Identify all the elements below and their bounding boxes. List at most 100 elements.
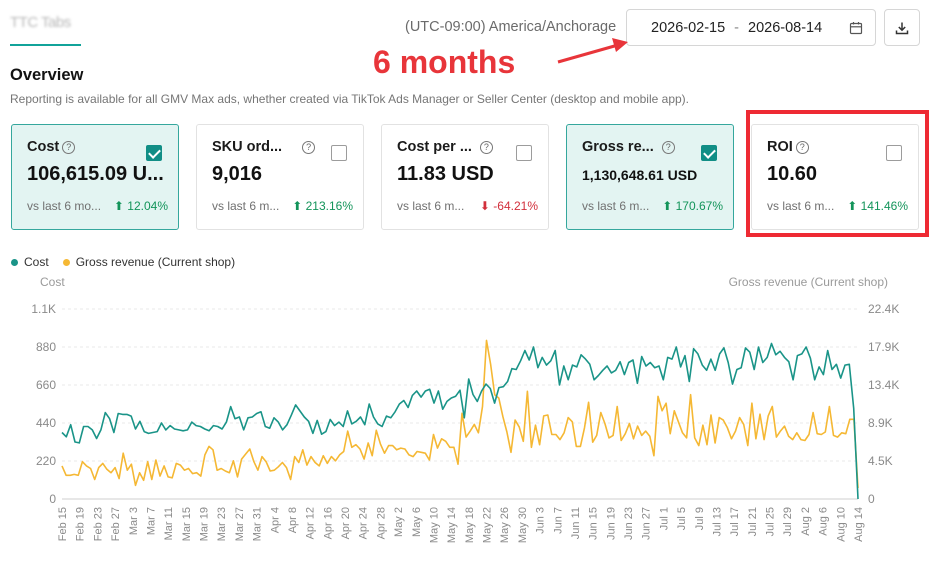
metric-delta-value: 12.04% bbox=[127, 199, 168, 213]
y-tick-left: 0 bbox=[49, 492, 56, 506]
help-icon[interactable]: ? bbox=[795, 140, 809, 154]
x-tick-label: Mar 15 bbox=[181, 507, 193, 541]
metric-card-cost-per-order[interactable]: Cost per ...? 11.83 USD vs last 6 m... ⬇… bbox=[381, 124, 549, 230]
x-tick-label: Mar 31 bbox=[252, 507, 264, 541]
metric-delta: ⬆︎ 170.67% bbox=[662, 199, 723, 213]
series-line-gross-revenue-current-shop bbox=[61, 339, 859, 489]
x-tick-label: Feb 27 bbox=[110, 507, 122, 541]
x-tick-label: Apr 16 bbox=[322, 507, 334, 539]
metric-value: 11.83 USD bbox=[397, 163, 494, 185]
y-tick-left: 220 bbox=[36, 454, 56, 468]
metric-delta: ⬆︎ 141.46% bbox=[847, 199, 908, 213]
y-tick-right: 8.9K bbox=[868, 416, 893, 430]
metric-delta: ⬆︎ 213.16% bbox=[292, 199, 353, 213]
help-icon[interactable]: ? bbox=[302, 140, 316, 154]
metric-compare: vs last 6 m... bbox=[767, 199, 835, 213]
metric-card-roi[interactable]: ROI? 10.60 vs last 6 m... ⬆︎ 141.46% bbox=[751, 124, 919, 230]
x-tick-label: May 10 bbox=[429, 507, 441, 543]
x-tick-label: May 30 bbox=[517, 507, 529, 543]
x-tick-label: Apr 28 bbox=[375, 507, 387, 539]
metric-checkbox[interactable] bbox=[701, 145, 717, 161]
metric-card-gross-revenue[interactable]: Gross re...? 1,130,648.61 USD vs last 6 … bbox=[566, 124, 734, 230]
x-tick-label: Feb 23 bbox=[92, 507, 104, 541]
annotation-highlight-box bbox=[746, 110, 929, 237]
help-icon[interactable]: ? bbox=[661, 140, 675, 154]
y-tick-right: 17.9K bbox=[868, 340, 899, 354]
y-axis-right-title: Gross revenue (Current shop) bbox=[729, 275, 888, 289]
overview-subtitle: Reporting is available for all GMV Max a… bbox=[10, 92, 689, 106]
x-tick-label: Apr 12 bbox=[305, 507, 317, 539]
shop-tab[interactable]: TTC Tabs bbox=[10, 14, 81, 46]
date-range-picker[interactable]: 2026-02-15 - 2026-08-14 bbox=[626, 9, 876, 46]
x-tick-label: Apr 8 bbox=[287, 507, 299, 533]
download-button[interactable] bbox=[884, 9, 920, 46]
line-chart[interactable]: Cost Gross revenue (Current shop) 0 0 220 4.5… bbox=[0, 270, 929, 563]
metric-checkbox[interactable] bbox=[886, 145, 902, 161]
metric-delta: ⬇︎ -64.21% bbox=[479, 199, 538, 213]
x-tick-label: Jun 27 bbox=[641, 507, 653, 540]
x-tick-label: Jun 23 bbox=[623, 507, 635, 540]
x-tick-label: Mar 27 bbox=[234, 507, 246, 541]
metric-title: ROI bbox=[767, 139, 793, 155]
x-tick-label: Apr 20 bbox=[340, 507, 352, 539]
x-tick-label: Aug 2 bbox=[800, 507, 812, 536]
overview-title: Overview bbox=[10, 66, 84, 84]
metric-card-sku-orders[interactable]: SKU ord...? 9,016 vs last 6 m... ⬆︎ 213.… bbox=[196, 124, 364, 230]
calendar-icon[interactable] bbox=[849, 21, 863, 35]
metric-delta: ⬆︎ 12.04% bbox=[113, 199, 168, 213]
metric-checkbox[interactable] bbox=[331, 145, 347, 161]
x-tick-label: Jul 9 bbox=[694, 507, 706, 530]
x-tick-label: Aug 10 bbox=[835, 507, 847, 542]
metric-compare: vs last 6 mo... bbox=[27, 199, 102, 213]
active-tab-indicator bbox=[10, 44, 81, 46]
metric-delta-value: 141.46% bbox=[860, 199, 908, 213]
x-tick-label: Apr 4 bbox=[269, 507, 281, 533]
x-tick-label: Jul 1 bbox=[658, 507, 670, 530]
x-tick-label: Aug 6 bbox=[818, 507, 830, 536]
x-tick-label: Apr 24 bbox=[358, 507, 370, 539]
x-tick-label: Mar 3 bbox=[128, 507, 140, 535]
y-tick-right: 22.4K bbox=[868, 302, 899, 316]
chart-legend: Cost Gross revenue (Current shop) bbox=[11, 255, 249, 269]
annotation-label: 6 months bbox=[373, 44, 516, 80]
x-tick-label: Jun 3 bbox=[535, 507, 547, 534]
metric-checkbox[interactable] bbox=[146, 145, 162, 161]
help-icon[interactable]: ? bbox=[479, 140, 493, 154]
y-tick-left: 440 bbox=[36, 416, 56, 430]
x-tick-label: May 14 bbox=[446, 507, 458, 543]
y-tick-left: 1.1K bbox=[31, 302, 56, 316]
x-tick-label: Jul 17 bbox=[729, 507, 741, 536]
x-tick-label: May 26 bbox=[499, 507, 511, 543]
x-tick-label: Mar 19 bbox=[199, 507, 211, 541]
metric-title: Cost per ... bbox=[397, 139, 472, 155]
y-tick-left: 880 bbox=[36, 340, 56, 354]
y-tick-right: 4.5K bbox=[868, 454, 893, 468]
series-line-cost bbox=[61, 342, 859, 500]
metric-checkbox[interactable] bbox=[516, 145, 532, 161]
x-tick-label: Jun 19 bbox=[605, 507, 617, 540]
metric-card-cost[interactable]: Cost? 106,615.09 U... vs last 6 mo... ⬆︎… bbox=[11, 124, 179, 230]
shop-tab-label: TTC Tabs bbox=[10, 14, 71, 31]
y-tick-right: 0 bbox=[868, 492, 875, 506]
metric-value: 1,130,648.61 USD bbox=[582, 167, 698, 183]
metric-title: SKU ord... bbox=[212, 139, 283, 155]
metric-delta-value: 170.67% bbox=[675, 199, 723, 213]
legend-item-gross-revenue[interactable]: Gross revenue (Current shop) bbox=[62, 255, 235, 269]
legend-item-cost[interactable]: Cost bbox=[11, 255, 49, 269]
metric-title: Cost bbox=[27, 139, 60, 155]
x-tick-label: Mar 7 bbox=[145, 507, 157, 535]
metric-compare: vs last 6 m... bbox=[397, 199, 465, 213]
help-icon[interactable]: ? bbox=[62, 140, 76, 154]
metric-compare: vs last 6 m... bbox=[582, 199, 650, 213]
y-tick-right: 13.4K bbox=[868, 378, 899, 392]
metric-value: 106,615.09 U... bbox=[27, 163, 164, 185]
x-tick-label: Jul 21 bbox=[747, 507, 759, 536]
legend-label: Cost bbox=[24, 255, 49, 269]
x-tick-label: May 18 bbox=[464, 507, 476, 543]
date-separator: - bbox=[734, 19, 740, 36]
download-icon bbox=[895, 22, 909, 34]
x-tick-label: Jul 5 bbox=[676, 507, 688, 530]
x-tick-label: Jun 7 bbox=[552, 507, 564, 534]
metric-compare: vs last 6 m... bbox=[212, 199, 280, 213]
x-tick-label: Jun 15 bbox=[588, 507, 600, 540]
